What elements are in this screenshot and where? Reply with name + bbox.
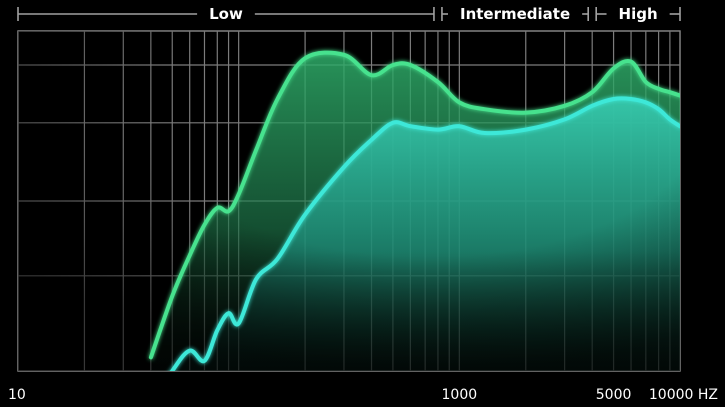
x-tick-label: 10000 HZ [649, 387, 718, 403]
x-axis-ticks: 10 1000 5000 10000 HZ [8, 387, 718, 403]
series-areas [150, 52, 680, 371]
frequency-band-header: Low Intermediate High [17, 5, 681, 23]
band-label-low: Low [209, 5, 243, 23]
series-line-2 [169, 96, 680, 371]
series-lines [148, 50, 680, 371]
series-line-1 [148, 50, 680, 360]
x-tick-label: 5000 [596, 387, 632, 403]
x-tick-label: 10 [8, 387, 26, 403]
band-label-intermediate: Intermediate [460, 5, 570, 23]
band-label-high: High [619, 5, 658, 23]
x-tick-label: 1000 [442, 387, 478, 403]
